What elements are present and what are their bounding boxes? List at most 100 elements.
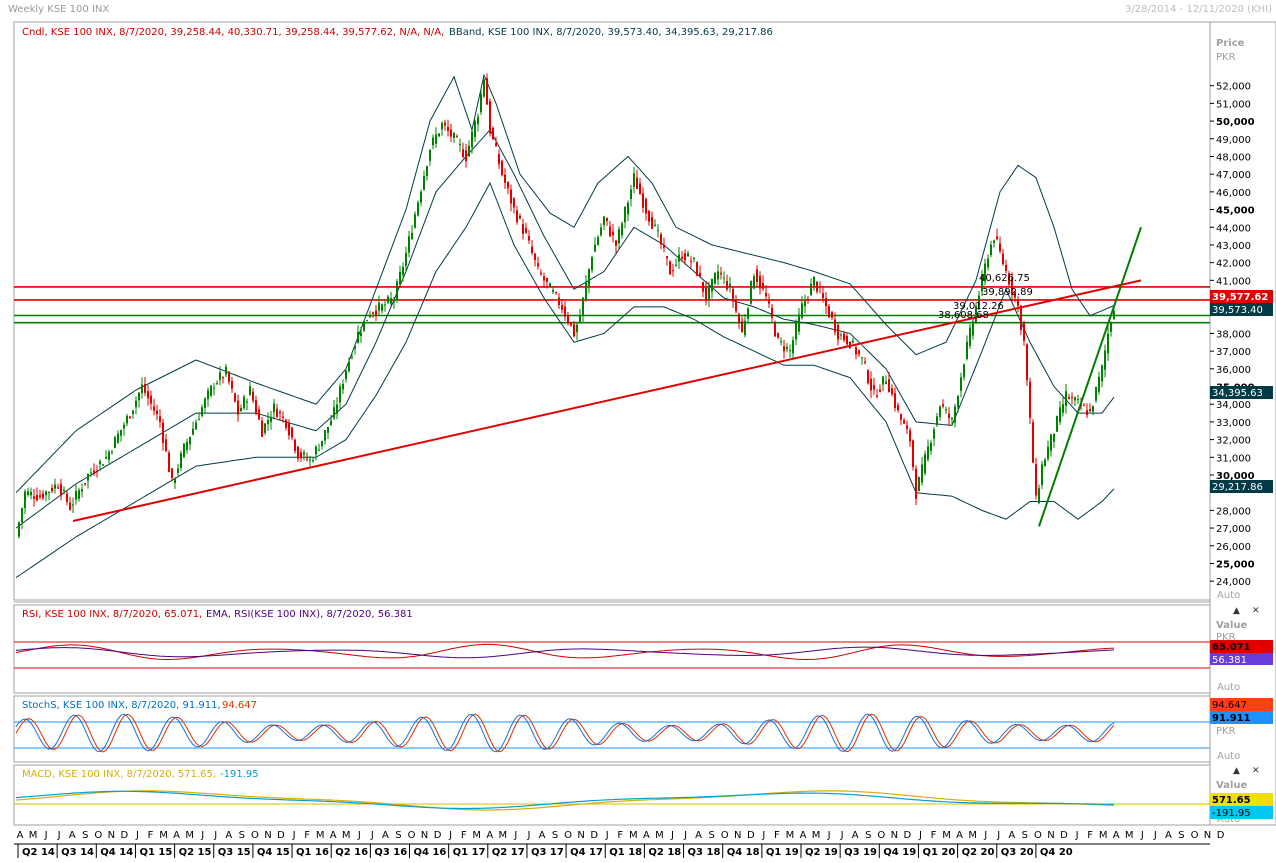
marker-macd-2: -191.95 (1210, 806, 1273, 819)
month-label: M (655, 830, 664, 841)
candle-body (741, 321, 743, 333)
price-tick-label: 44,000 (1216, 223, 1251, 234)
candle-body (66, 493, 68, 502)
candle-body (72, 504, 74, 506)
candle-body (555, 292, 557, 294)
candle-body (894, 393, 896, 409)
candle-body (879, 389, 881, 392)
candle-body (399, 271, 401, 285)
month-label: A (17, 830, 24, 841)
rsi-close-icon[interactable]: ▲ (1233, 606, 1240, 616)
svg-text:94.647: 94.647 (1212, 700, 1247, 711)
candle-body (312, 460, 314, 462)
candle-body (663, 245, 665, 248)
svg-text:39,573.40: 39,573.40 (1212, 305, 1263, 316)
candle-body (366, 320, 368, 322)
candle-body (777, 333, 779, 338)
candle-body (792, 340, 794, 354)
price-tick-label: 51,000 (1216, 99, 1251, 110)
candle-body (939, 406, 941, 417)
candle-body (594, 244, 596, 252)
month-label: M (316, 830, 325, 841)
candle-body (219, 372, 221, 380)
candle-body (597, 237, 599, 245)
month-label: J (44, 830, 48, 841)
candle-body (390, 298, 392, 304)
candle-body (1056, 416, 1058, 432)
month-label: M (472, 830, 481, 841)
candle-body (258, 409, 260, 420)
macd-close-icon[interactable]: ▲ (1233, 766, 1240, 776)
candle-body (198, 419, 200, 421)
candle-body (621, 223, 623, 236)
month-label: N (734, 830, 741, 841)
candle-body (801, 303, 803, 318)
candle-body (885, 381, 887, 384)
month-label: S (1022, 830, 1028, 841)
candle-body (174, 478, 176, 483)
legend-macd-2: -191.95 (220, 769, 259, 780)
month-label: N (1204, 830, 1211, 841)
candle-body (1083, 405, 1085, 407)
candle-body (153, 406, 155, 411)
month-label: N (1047, 830, 1054, 841)
trendline-0 (72, 279, 1142, 522)
macd-auto-label[interactable]: Auto (1217, 814, 1240, 825)
legend-macd: MACD, KSE 100 INX, 8/7/2020, 571.65, (22, 769, 216, 780)
candle-body (543, 276, 545, 281)
candle-body (696, 262, 698, 276)
candle-body (1071, 397, 1073, 399)
month-label: D (904, 830, 912, 841)
candle-body (789, 350, 791, 352)
candle-body (342, 383, 344, 390)
month-label: A (695, 830, 702, 841)
quarter-label: Q4 19 (883, 847, 916, 858)
candle-body (1014, 291, 1016, 298)
rsi-remove-icon[interactable]: ✕ (1252, 606, 1260, 616)
quarter-label: Q3 18 (688, 847, 721, 858)
month-label: A (225, 830, 232, 841)
candle-body (984, 263, 986, 282)
candle-body (954, 406, 956, 423)
candle-body (558, 297, 560, 306)
month-label: A (956, 830, 963, 841)
candle-body (270, 417, 272, 422)
month-label: S (395, 830, 401, 841)
stoch-auto-label[interactable]: Auto (1217, 751, 1240, 762)
candle-body (786, 346, 788, 350)
month-label: J (57, 830, 61, 841)
candle-body (687, 253, 689, 257)
candle-body (132, 410, 134, 415)
price-axis-title: Price (1216, 38, 1245, 49)
candle-body (1020, 305, 1022, 331)
candle-body (825, 297, 827, 307)
candle-body (669, 261, 671, 275)
rsi-auto-label[interactable]: Auto (1217, 682, 1240, 693)
macd-remove-icon[interactable]: ✕ (1252, 766, 1260, 776)
candle-body (162, 422, 164, 443)
candle-body (1005, 264, 1007, 271)
candle-body (726, 280, 728, 290)
quarter-label: Q2 16 (335, 847, 368, 858)
price-auto-label[interactable]: Auto (1217, 590, 1240, 601)
month-label: A (173, 830, 180, 841)
candle-body (189, 436, 191, 445)
candle-body (996, 236, 998, 240)
candle-body (552, 289, 554, 292)
quarter-label: Q3 15 (218, 847, 251, 858)
candle-body (1092, 405, 1094, 412)
candle-body (723, 277, 725, 279)
svg-text:29,217.86: 29,217.86 (1212, 482, 1263, 493)
candle-body (819, 286, 821, 288)
candle-body (267, 420, 269, 425)
month-label: S (708, 830, 714, 841)
candle-body (276, 408, 278, 418)
month-label: O (251, 830, 259, 841)
candle-body (459, 144, 461, 146)
axis-layer: 52,000 51,000 50,000 49,000 48,000 47,000 46,0… (14, 82, 1255, 858)
candle-body (900, 414, 902, 420)
price-tick-label: 41,000 (1216, 276, 1251, 287)
month-label: N (891, 830, 898, 841)
